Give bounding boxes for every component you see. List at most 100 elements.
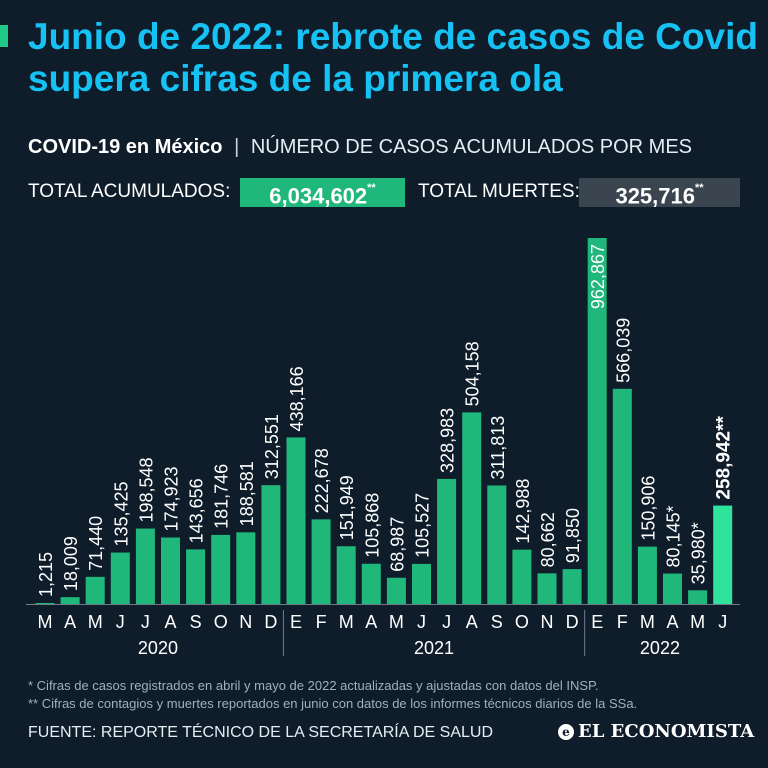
- year-label-2021: 2021: [414, 638, 454, 658]
- data-label-8: 188,581: [237, 461, 257, 526]
- month-tick-16: J: [442, 612, 451, 632]
- data-label-9: 312,551: [262, 414, 282, 479]
- footnote-revised-figures: * Cifras de casos registrados en abril y…: [28, 678, 599, 693]
- source-credit: FUENTE: REPORTE TÉCNICO DE LA SECRETARÍA…: [28, 724, 493, 741]
- bar-3: [110, 552, 130, 604]
- bar-24: [637, 546, 657, 604]
- bar-23: [612, 388, 632, 604]
- month-tick-15: J: [417, 612, 426, 632]
- data-label-6: 143,656: [187, 478, 207, 543]
- bar-5: [161, 537, 180, 604]
- data-label-18: 311,813: [488, 416, 508, 480]
- month-tick-6: S: [190, 612, 202, 632]
- bar-27: [713, 505, 733, 604]
- data-label-19: 142,988: [513, 479, 533, 544]
- data-label-11: 222,678: [312, 448, 332, 513]
- total-cases-value: 6,034,602: [269, 183, 368, 209]
- bar-7: [211, 534, 231, 604]
- total-cases-mark: **: [367, 182, 376, 194]
- data-label-1: 18,009: [61, 536, 81, 591]
- month-tick-5: A: [164, 612, 176, 632]
- month-tick-20: N: [541, 612, 554, 632]
- month-tick-0: M: [38, 612, 53, 632]
- data-label-14: 68,987: [387, 517, 407, 572]
- data-label-7: 181,746: [212, 464, 232, 529]
- total-cases-label: TOTAL ACUMULADOS:: [28, 181, 231, 202]
- subtitle-description: NÚMERO DE CASOS ACUMULADOS POR MES: [250, 136, 693, 158]
- month-tick-22: E: [591, 612, 603, 632]
- data-label-5: 174,923: [162, 466, 182, 531]
- month-tick-25: A: [666, 612, 678, 632]
- month-tick-27: J: [718, 612, 727, 632]
- month-tick-17: A: [466, 612, 478, 632]
- bar-13: [361, 563, 381, 604]
- data-label-20: 80,662: [538, 512, 558, 567]
- month-tick-18: S: [491, 612, 503, 632]
- bar-19: [512, 549, 532, 604]
- subtitle-separator: |: [234, 136, 240, 158]
- data-label-3: 135,425: [111, 481, 131, 546]
- month-tick-11: F: [316, 612, 327, 632]
- data-label-22: 962,867: [588, 244, 608, 309]
- data-label-10: 438,166: [287, 366, 307, 431]
- bar-14: [386, 577, 406, 604]
- data-label-15: 105,527: [413, 493, 433, 558]
- month-tick-9: D: [264, 612, 277, 632]
- data-label-17: 504,158: [463, 341, 483, 406]
- footnote-june-figures: ** Cifras de contagios y muertes reporta…: [28, 696, 638, 711]
- month-tick-1: A: [64, 612, 76, 632]
- month-tick-26: M: [690, 612, 705, 632]
- year-label-2022: 2022: [640, 638, 680, 658]
- month-tick-14: M: [389, 612, 404, 632]
- month-tick-4: J: [141, 612, 150, 632]
- month-tick-8: N: [239, 612, 252, 632]
- bar-22: [587, 238, 607, 604]
- data-label-27: 258,942**: [714, 415, 735, 499]
- month-tick-13: A: [365, 612, 377, 632]
- data-label-23: 566,039: [613, 318, 633, 383]
- month-tick-2: M: [88, 612, 103, 632]
- bar-25: [663, 573, 682, 604]
- month-tick-19: O: [515, 612, 529, 632]
- data-label-12: 151,949: [337, 475, 357, 540]
- bar-8: [236, 532, 256, 604]
- data-label-26: 35,980*: [689, 522, 709, 584]
- data-label-24: 150,906: [638, 476, 658, 541]
- data-label-21: 91,850: [563, 508, 583, 563]
- data-label-2: 71,440: [86, 516, 106, 571]
- bar-15: [412, 563, 431, 604]
- data-label-13: 105,868: [362, 493, 382, 558]
- data-label-16: 328,983: [438, 408, 458, 473]
- bar-6: [186, 549, 206, 604]
- year-label-2020: 2020: [138, 638, 178, 658]
- bar-10: [286, 437, 306, 604]
- bar-20: [537, 573, 557, 604]
- month-tick-7: O: [214, 612, 228, 632]
- month-tick-23: F: [617, 612, 628, 632]
- bar-4: [135, 528, 155, 604]
- bar-1: [60, 597, 80, 604]
- logo-icon: e: [558, 724, 574, 740]
- data-label-4: 198,548: [136, 457, 156, 522]
- total-deaths-value: 325,716: [615, 183, 695, 209]
- chart-subtitle: COVID-19 en México | NÚMERO DE CASOS ACU…: [28, 136, 692, 159]
- total-cases-box: 6,034,602**: [240, 178, 405, 209]
- month-tick-12: M: [339, 612, 354, 632]
- total-deaths-mark: **: [694, 182, 704, 194]
- month-tick-21: D: [566, 612, 579, 632]
- bar-17: [462, 412, 482, 604]
- bar-26: [688, 590, 708, 604]
- total-deaths-label: TOTAL MUERTES:: [418, 181, 580, 202]
- bar-18: [487, 485, 507, 604]
- month-tick-3: J: [116, 612, 125, 632]
- subtitle-country: COVID-19 en México: [28, 136, 223, 158]
- month-tick-24: M: [640, 612, 655, 632]
- bar-0: [35, 603, 55, 604]
- bar-11: [311, 519, 331, 604]
- data-label-25: 80,145*: [664, 505, 684, 567]
- bar-9: [261, 485, 281, 604]
- logo-text: EL ECONOMISTA: [578, 721, 755, 742]
- total-deaths-box: 325,716**: [579, 178, 740, 209]
- bar-16: [437, 478, 457, 604]
